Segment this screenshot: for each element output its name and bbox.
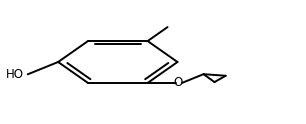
Text: O: O [174, 76, 183, 89]
Text: HO: HO [6, 68, 24, 81]
